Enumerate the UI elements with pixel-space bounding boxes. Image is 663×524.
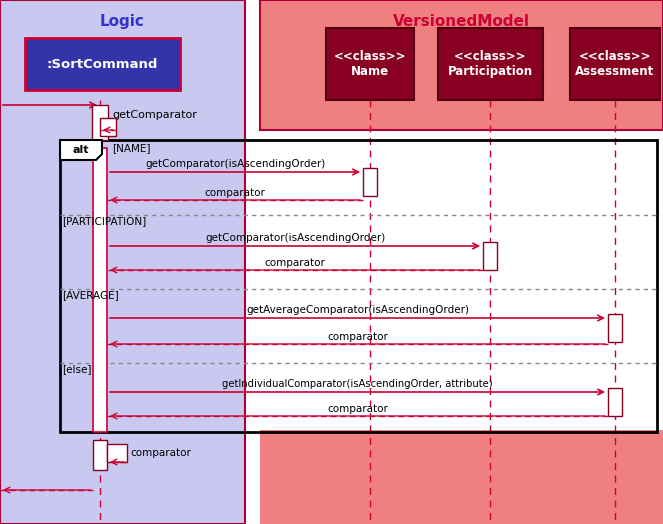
Bar: [107, 444, 127, 462]
Bar: [260, 430, 663, 524]
Text: <<class>>
Name: <<class>> Name: [333, 50, 406, 78]
Text: alt: alt: [73, 145, 90, 155]
Bar: [438, 28, 543, 100]
Bar: [60, 140, 657, 432]
Bar: [260, 0, 663, 130]
Text: comparator: comparator: [327, 404, 388, 414]
Text: [else]: [else]: [62, 364, 91, 374]
Text: [NAME]: [NAME]: [112, 143, 151, 153]
Text: [PARTICIPATION]: [PARTICIPATION]: [62, 216, 147, 226]
Bar: [363, 168, 377, 196]
Text: getIndividualComparator(isAscendingOrder, attribute): getIndividualComparator(isAscendingOrder…: [222, 379, 493, 389]
Text: VersionedModel: VersionedModel: [392, 14, 530, 29]
Bar: [0, 0, 245, 524]
Polygon shape: [60, 140, 102, 160]
Text: :SortCommand: :SortCommand: [47, 58, 158, 71]
Bar: [100, 118, 116, 136]
Text: comparator: comparator: [130, 448, 191, 458]
Text: getComparator(isAscendingOrder): getComparator(isAscendingOrder): [145, 159, 325, 169]
Text: getComparator: getComparator: [112, 110, 197, 120]
Text: Logic: Logic: [99, 14, 145, 29]
Text: <<class>>
Participation: <<class>> Participation: [448, 50, 532, 78]
Text: getComparator(isAscendingOrder): getComparator(isAscendingOrder): [205, 233, 385, 243]
Bar: [326, 28, 414, 100]
Text: [AVERAGE]: [AVERAGE]: [62, 290, 119, 300]
Bar: [483, 242, 497, 270]
Bar: [92, 105, 108, 140]
Bar: [608, 314, 622, 342]
Text: comparator: comparator: [327, 332, 388, 342]
Bar: [93, 440, 107, 470]
Bar: [608, 388, 622, 416]
Bar: [570, 28, 660, 100]
Text: comparator: comparator: [265, 258, 326, 268]
Text: <<class>>
Assessment: <<class>> Assessment: [575, 50, 654, 78]
Bar: [25, 38, 180, 90]
Text: getAverageComparator(isAscendingOrder): getAverageComparator(isAscendingOrder): [246, 305, 469, 315]
Text: comparator: comparator: [205, 188, 265, 198]
Bar: [93, 148, 107, 432]
